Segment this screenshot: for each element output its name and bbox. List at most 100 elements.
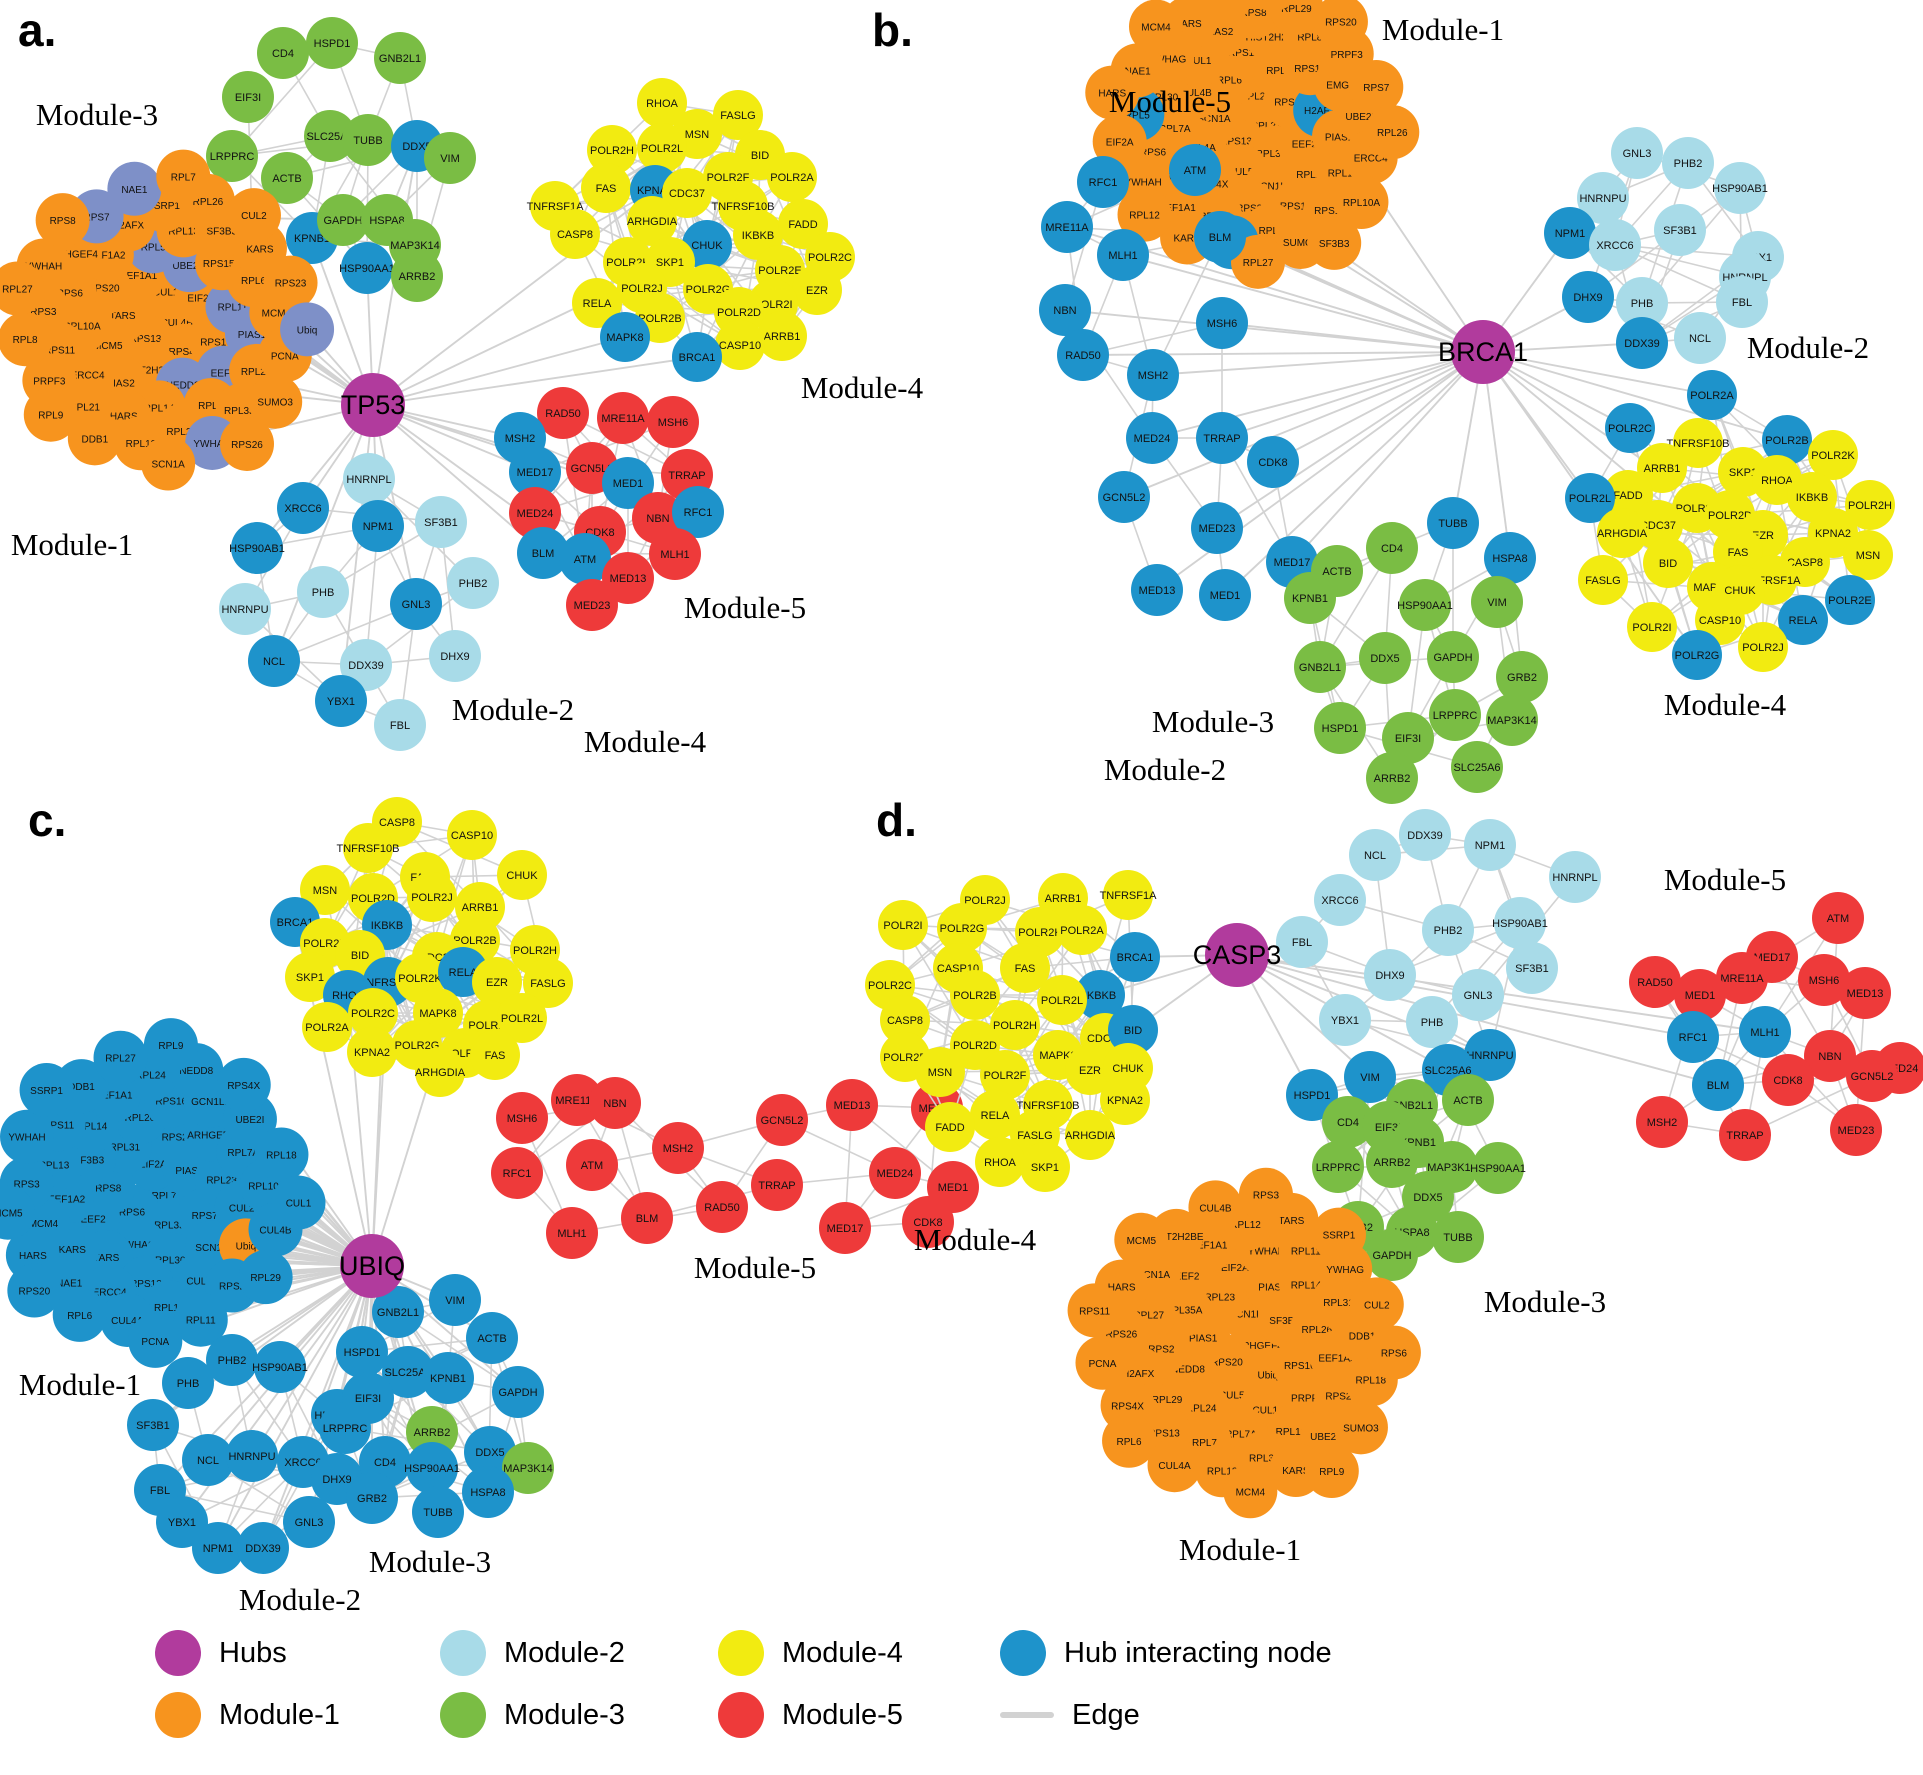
hub-edge: [1482, 351, 1713, 396]
node-FBL: FBL: [1716, 276, 1768, 328]
node-CHUK: CHUK: [497, 850, 547, 900]
node-MED23: MED23: [1830, 1104, 1882, 1156]
hub-edge: [1221, 351, 1484, 439]
module-label-c-module-5: Module-5: [694, 1250, 816, 1285]
legend-item-edge: Edge: [1000, 1692, 1430, 1738]
node-NPM1: NPM1: [352, 500, 404, 552]
node-TUBB: TUBB: [412, 1486, 464, 1538]
node-VIM: VIM: [429, 1274, 481, 1326]
node-TRRAP: TRRAP: [751, 1159, 803, 1211]
node-CDK8: CDK8: [1762, 1054, 1814, 1106]
node-SLC25A6: SLC25A6: [1451, 741, 1503, 793]
hub-edge: [1216, 351, 1484, 529]
node-LRPPRC: LRPPRC: [206, 130, 258, 182]
node-HSPD1: HSPD1: [1314, 702, 1366, 754]
module-5-color-swatch: [718, 1692, 764, 1738]
node-CASP8: CASP8: [550, 209, 600, 259]
legend-label: Module-3: [504, 1698, 625, 1731]
nodes-panel-c: CASP8CASP10TNFRSF10BFADDCHUKMSNPOLR2DPOL…: [0, 797, 979, 1574]
node-DDX39: DDX39: [237, 1522, 289, 1574]
node-NAE1: NAE1: [107, 161, 162, 216]
node-NCL: NCL: [1674, 312, 1726, 364]
node-VIM: VIM: [424, 132, 476, 184]
node-TUBB: TUBB: [342, 114, 394, 166]
node-CASP10: CASP10: [715, 320, 765, 370]
hub-interacting-color-swatch: [1000, 1630, 1046, 1676]
node-RPL9: RPL9: [143, 1018, 198, 1073]
node-POLR2A: POLR2A: [767, 152, 817, 202]
node-MSN: MSN: [1843, 530, 1893, 580]
hub-edge: [1272, 351, 1484, 463]
node-GAPDH: GAPDH: [1427, 631, 1479, 683]
node-BLM: BLM: [621, 1192, 673, 1244]
node-GNL3: GNL3: [390, 578, 442, 630]
module-label-a-module-1: Module-1: [11, 527, 133, 562]
module-label-b-module-3: Module-3: [1152, 704, 1274, 739]
node-DDX39: DDX39: [1616, 317, 1668, 369]
node-POLR2A: POLR2A: [1687, 370, 1737, 420]
node-XRCC6: XRCC6: [277, 482, 329, 534]
node-DDX5: DDX5: [1359, 632, 1411, 684]
node-HSP90AA1: HSP90AA1: [404, 1442, 460, 1494]
node-SSRP1: SSRP1: [19, 1063, 74, 1118]
node-EZR: EZR: [792, 265, 842, 315]
node-TRRAP: TRRAP: [1196, 412, 1248, 464]
hub-edge: [1123, 351, 1484, 498]
panel-letter-c: c.: [28, 794, 66, 846]
node-RFC1: RFC1: [1667, 1011, 1719, 1063]
node-ATM: ATM: [1812, 892, 1864, 944]
node-GAPDH: GAPDH: [492, 1366, 544, 1418]
node-ACTB: ACTB: [466, 1312, 518, 1364]
node-VIM: VIM: [1471, 576, 1523, 628]
node-HNRNPL: HNRNPL: [343, 453, 395, 505]
node-RAD50: RAD50: [1629, 956, 1681, 1008]
node-RPL18: RPL18: [254, 1127, 309, 1182]
legend-label: Module-5: [782, 1698, 903, 1731]
node-DHX9: DHX9: [1364, 949, 1416, 1001]
node-RPS3: RPS3: [1238, 1167, 1293, 1222]
node-MSH2: MSH2: [652, 1122, 704, 1174]
node-POLR2C: POLR2C: [1605, 403, 1655, 453]
node-CUL4A: CUL4A: [1147, 1438, 1202, 1493]
edge-swatch: [1000, 1712, 1054, 1718]
node-HSP90AA1: HSP90AA1: [1397, 579, 1453, 631]
hub-edge: [302, 1265, 373, 1463]
node-RPS8: RPS8: [35, 193, 90, 248]
node-GCN5L2: GCN5L2: [756, 1094, 808, 1146]
node-CUL2: CUL2: [226, 188, 281, 243]
node-RAD50: RAD50: [696, 1181, 748, 1233]
node-GNB2L1: GNB2L1: [374, 32, 426, 84]
node-POLR2J: POLR2J: [1738, 622, 1788, 672]
node-MED24: MED24: [869, 1147, 921, 1199]
node-DHX9: DHX9: [1562, 271, 1614, 323]
node-SF3B1: SF3B1: [1506, 942, 1558, 994]
node-MED13: MED13: [1131, 564, 1183, 616]
node-NCL: NCL: [1349, 829, 1401, 881]
node-POLR2B: POLR2B: [950, 970, 1000, 1020]
node-SF3B1: SF3B1: [127, 1399, 179, 1451]
hub-edge: [217, 1265, 373, 1549]
node-PHB2: PHB2: [1422, 904, 1474, 956]
node-GCN5L2: GCN5L2: [1846, 1050, 1898, 1102]
node-POLR2L: POLR2L: [637, 123, 687, 173]
node-SSRP1: SSRP1: [1311, 1207, 1366, 1262]
module-label-d-module-4: Module-4: [914, 1222, 1037, 1257]
node-HNRNPU: HNRNPU: [226, 1430, 278, 1482]
node-LRPPRC: LRPPRC: [1312, 1141, 1364, 1193]
node-EIF3I: EIF3I: [222, 71, 274, 123]
legend-label: Hubs: [219, 1636, 287, 1669]
node-PHB2: PHB2: [1662, 137, 1714, 189]
node-RFC1: RFC1: [491, 1147, 543, 1199]
node-XRCC6: XRCC6: [1314, 874, 1366, 926]
legend-label: Module-1: [219, 1698, 340, 1731]
node-LRPPRC: LRPPRC: [1429, 689, 1481, 741]
legend-item-module-2: Module-2: [440, 1630, 718, 1676]
module-label-c-module-2: Module-2: [239, 1582, 361, 1617]
node-HSP90AB1: HSP90AB1: [1492, 897, 1548, 949]
node-POLR2G: POLR2G: [1672, 630, 1722, 680]
hub-label: BRCA1: [1438, 337, 1528, 367]
node-MED1: MED1: [1199, 569, 1251, 621]
